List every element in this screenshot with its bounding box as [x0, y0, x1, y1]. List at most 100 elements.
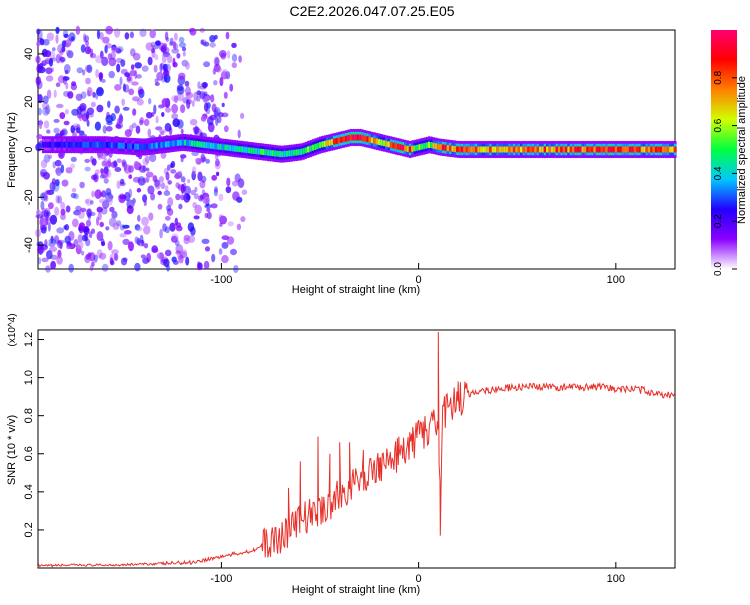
noise-blob: [240, 112, 245, 119]
noise-blob: [158, 176, 164, 183]
ridge-cell: [321, 141, 324, 148]
ridge-cell: [638, 146, 642, 153]
noise-blob: [66, 50, 74, 59]
ridge-cell: [415, 144, 419, 151]
noise-blob: [91, 158, 97, 166]
noise-blob: [165, 37, 170, 42]
noise-blob: [91, 190, 95, 198]
noise-blob: [215, 66, 222, 73]
noise-blob: [175, 182, 180, 189]
noise-blob: [197, 171, 203, 182]
ridge-cell: [543, 146, 547, 153]
noise-blob: [171, 235, 178, 243]
ridge-cell: [617, 146, 620, 153]
ridge-cell: [467, 146, 471, 153]
noise-blob: [61, 46, 66, 53]
ridge-cell: [354, 134, 358, 141]
ridge-cell: [470, 146, 474, 153]
ridge-cell: [396, 143, 400, 150]
ridge-cell: [572, 146, 575, 153]
ridge-cell: [340, 136, 343, 143]
noise-blob: [196, 90, 202, 96]
noise-blob: [76, 106, 82, 115]
ridge-cell: [643, 146, 646, 153]
noise-blob: [203, 41, 210, 47]
noise-blob: [147, 56, 153, 66]
noise-blob: [60, 164, 65, 174]
ridge-cell: [191, 140, 194, 147]
noise-blob: [164, 215, 171, 221]
noise-blob: [165, 107, 171, 113]
noise-blob: [36, 41, 41, 47]
ridge-cell: [555, 146, 559, 153]
ridge-cell: [68, 141, 71, 148]
noise-blob: [36, 64, 43, 74]
ridge-cell: [583, 146, 587, 153]
noise-blob: [145, 42, 154, 51]
noise-blob: [151, 48, 156, 59]
noise-blob: [218, 248, 223, 255]
noise-blob: [115, 121, 124, 130]
noise-blob: [132, 96, 140, 102]
noise-blob: [86, 198, 92, 207]
noise-blob: [175, 193, 181, 201]
noise-blob: [231, 180, 239, 187]
ridge-cell: [316, 142, 320, 150]
noise-blob: [191, 170, 196, 181]
ridge-cell: [423, 143, 426, 150]
noise-blob: [56, 227, 65, 234]
ridge-cell: [120, 142, 123, 149]
noise-blob: [167, 197, 174, 207]
noise-blob: [35, 76, 41, 86]
colorbar-label: Normalized spectral amplitude: [736, 76, 748, 224]
noise-blob: [212, 68, 217, 75]
noise-blob: [48, 202, 54, 210]
noise-blob: [45, 67, 53, 75]
noise-blob: [124, 129, 132, 138]
noise-blob: [123, 164, 131, 174]
noise-blob: [192, 202, 197, 208]
noise-blob: [203, 260, 210, 270]
noise-blob: [84, 35, 90, 43]
noise-blob: [175, 222, 182, 228]
noise-blob: [225, 31, 230, 40]
ridge-cell: [527, 146, 530, 153]
noise-blob: [156, 252, 165, 259]
ridge-cell: [146, 143, 149, 150]
ridge-cell: [560, 146, 563, 153]
noise-blob: [154, 179, 160, 188]
ridge-cell: [494, 146, 497, 153]
ridge-cell: [179, 139, 182, 146]
noise-blob: [89, 53, 97, 59]
noise-blob: [64, 43, 70, 48]
noise-blob: [37, 94, 43, 104]
noise-blob: [143, 118, 150, 127]
noise-blob: [44, 50, 52, 58]
ridge-cell: [51, 141, 55, 148]
noise-blob: [59, 57, 66, 63]
snr-y-multiplier: (x10^4): [7, 313, 18, 346]
noise-blob: [90, 101, 96, 108]
ridge-cell: [58, 141, 62, 148]
ridge-cell: [202, 141, 206, 148]
noise-blob: [144, 155, 150, 164]
ridge-cell: [491, 146, 495, 153]
noise-blob: [85, 219, 92, 227]
noise-blob: [121, 98, 126, 106]
noise-blob: [130, 201, 135, 208]
noise-blob: [116, 220, 122, 227]
ridge-cell: [72, 141, 76, 148]
ridge-cell: [489, 146, 492, 153]
noise-blob: [35, 214, 44, 219]
noise-blob: [95, 69, 99, 78]
ridge-cell: [49, 141, 52, 148]
noise-blob: [152, 175, 158, 183]
noise-blob: [231, 53, 238, 62]
noise-blob: [119, 198, 125, 204]
noise-blob: [105, 226, 110, 231]
noise-blob: [111, 210, 118, 219]
noise-blob: [180, 183, 185, 194]
noise-blob: [59, 49, 64, 56]
ridge-cell: [297, 149, 301, 156]
noise-blob: [178, 36, 185, 44]
